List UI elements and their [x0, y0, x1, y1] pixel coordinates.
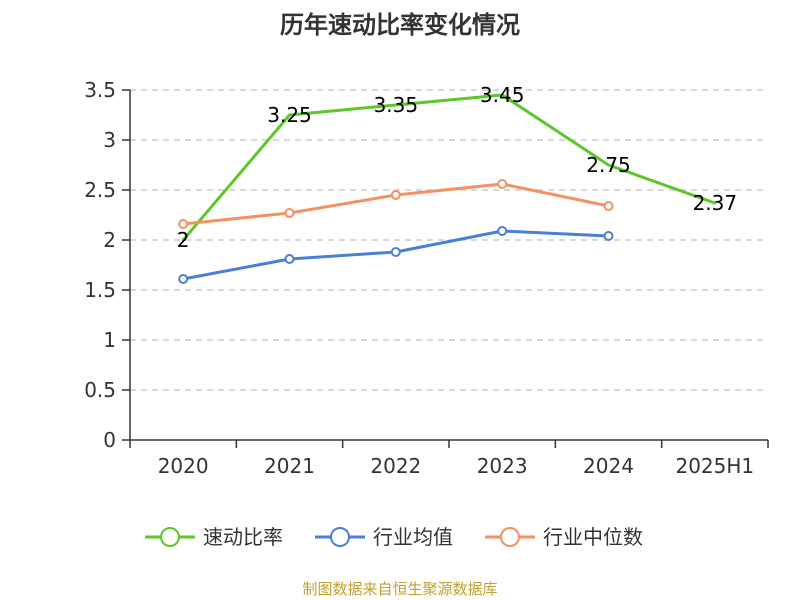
data-label: 3.45 — [480, 83, 525, 107]
series-1 — [181, 93, 717, 242]
x-tick-label: 2024 — [583, 454, 634, 478]
x-tick-label: 2025H1 — [675, 454, 754, 478]
data-label: 2.37 — [693, 191, 738, 215]
series-3 — [178, 179, 614, 229]
legend-item[interactable]: 速动比率 — [145, 525, 283, 549]
y-tick-label: 1.5 — [84, 278, 116, 302]
legend-label: 速动比率 — [203, 525, 283, 549]
data-labels: 2 3.25 3.35 3.45 2.75 2.37 — [177, 83, 737, 252]
x-tick-label: 2020 — [158, 454, 209, 478]
legend-marker-icon — [330, 527, 350, 547]
y-tick-label: 0.5 — [84, 378, 116, 402]
chart-title: 历年速动比率变化情况 — [280, 11, 520, 39]
series-line — [181, 93, 717, 242]
data-point[interactable] — [497, 226, 508, 236]
y-tick-label: 3 — [103, 128, 116, 152]
legend-label: 行业均值 — [373, 525, 453, 549]
data-point[interactable] — [390, 247, 401, 257]
data-point[interactable] — [284, 208, 295, 218]
series-2 — [178, 226, 614, 284]
axes: 0 0.5 1 1.5 2 2.5 3 3.5 2020 2021 2022 2023 2024 2025… — [84, 78, 769, 478]
data-point[interactable] — [603, 201, 614, 211]
data-point[interactable] — [284, 254, 295, 264]
legend[interactable]: 速动比率 行业均值 行业中位数 — [145, 525, 643, 549]
y-tick-label: 2 — [103, 228, 116, 252]
legend-item[interactable]: 行业中位数 — [485, 525, 643, 549]
data-label: 3.25 — [267, 103, 312, 127]
data-label: 3.35 — [374, 93, 419, 117]
series-layer — [178, 93, 717, 284]
source-note: 制图数据来自恒生聚源数据库 — [302, 580, 497, 598]
data-label: 2.75 — [586, 153, 631, 177]
data-label: 2 — [177, 228, 190, 252]
data-point[interactable] — [603, 231, 614, 241]
data-point[interactable] — [390, 190, 401, 200]
x-tick-label: 2021 — [264, 454, 315, 478]
y-tick-label: 0 — [103, 428, 116, 452]
x-tick-label: 2022 — [370, 454, 421, 478]
data-point[interactable] — [497, 179, 508, 189]
legend-label: 行业中位数 — [543, 525, 643, 549]
y-tick-label: 2.5 — [84, 178, 116, 202]
data-point[interactable] — [178, 274, 189, 284]
data-point[interactable] — [178, 219, 189, 229]
x-tick-label: 2023 — [477, 454, 528, 478]
y-tick-label: 3.5 — [84, 78, 116, 102]
legend-item[interactable]: 行业均值 — [315, 525, 453, 549]
y-tick-label: 1 — [103, 328, 116, 352]
legend-marker-icon — [160, 527, 180, 547]
legend-marker-icon — [500, 527, 520, 547]
